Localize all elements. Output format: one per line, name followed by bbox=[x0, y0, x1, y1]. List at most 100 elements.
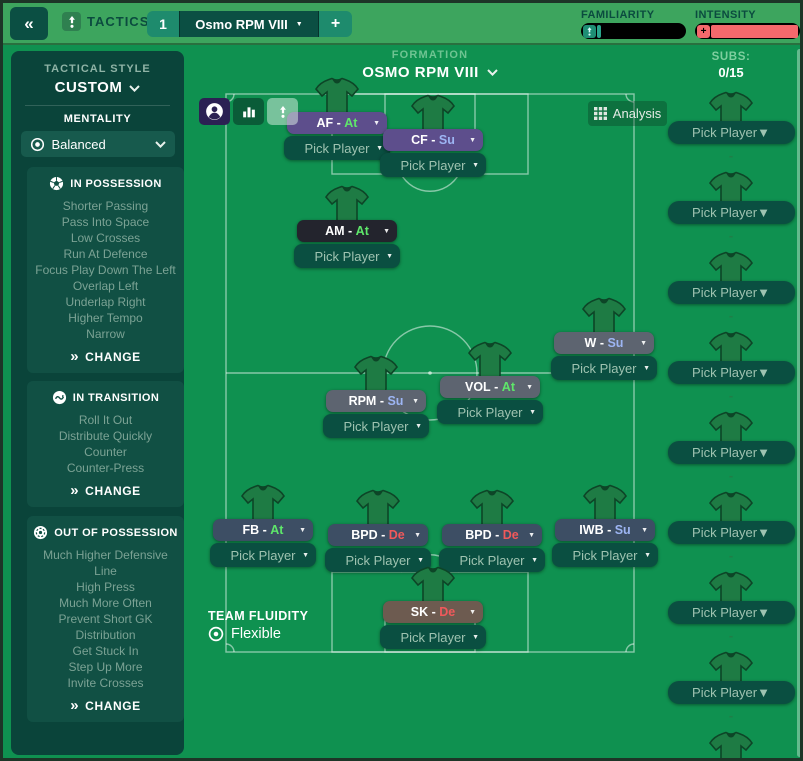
role-pill[interactable]: W - Su ▼ bbox=[554, 332, 654, 354]
role-pill[interactable]: VOL - At ▼ bbox=[440, 376, 540, 398]
section-title: OUT OF POSSESSION bbox=[54, 526, 178, 539]
chevron-down-icon: ▼ bbox=[757, 525, 770, 540]
role-duty: De bbox=[388, 528, 405, 542]
sub-slot: Pick Player ▼ - bbox=[666, 571, 796, 642]
role-duty: Su bbox=[607, 336, 624, 350]
back-button[interactable]: « bbox=[10, 7, 48, 40]
pick-player-dropdown[interactable]: Pick Player ▼ bbox=[325, 548, 431, 572]
tab-tactic-name[interactable]: Osmo RPM VIII ▼ bbox=[179, 11, 319, 37]
instruction-item: Run At Defence bbox=[63, 247, 148, 261]
analysis-button[interactable]: Analysis bbox=[588, 101, 667, 126]
pick-player-dropdown[interactable]: Pick Player ▼ bbox=[552, 543, 658, 567]
player-jersey bbox=[410, 94, 456, 134]
role-pill[interactable]: BPD - De ▼ bbox=[442, 524, 542, 546]
pick-player-dropdown[interactable]: Pick Player ▼ bbox=[667, 681, 795, 704]
instruction-item: Higher Tempo bbox=[68, 311, 143, 325]
formation-dropdown[interactable]: OSMO RPM VIII bbox=[225, 64, 635, 81]
change-button[interactable]: » CHANGE bbox=[70, 697, 141, 714]
football-icon bbox=[49, 176, 64, 191]
position-slot-cf-1[interactable]: CF - Su ▼ Pick Player ▼ bbox=[373, 94, 493, 177]
pick-player-dropdown[interactable]: Pick Player ▼ bbox=[323, 414, 429, 438]
add-tactic-button[interactable]: + bbox=[319, 11, 352, 37]
role-name: W bbox=[584, 336, 597, 350]
position-slot-vol-4[interactable]: VOL - At ▼ Pick Player ▼ bbox=[430, 341, 550, 424]
position-slot-af-0[interactable]: AF - At ▼ Pick Player ▼ bbox=[277, 77, 397, 160]
role-duty: At bbox=[344, 116, 358, 130]
pick-player-dropdown[interactable]: Pick Player ▼ bbox=[294, 244, 400, 268]
chevron-down-icon: ▼ bbox=[643, 364, 650, 372]
role-pill[interactable]: RPM - Su ▼ bbox=[326, 390, 426, 412]
player-jersey bbox=[314, 77, 360, 117]
position-slot-bpd-8[interactable]: BPD - De ▼ Pick Player ▼ bbox=[432, 489, 552, 572]
position-slot-iwb-9[interactable]: IWB - Su ▼ Pick Player ▼ bbox=[545, 484, 665, 567]
pick-player-dropdown[interactable]: Pick Player ▼ bbox=[667, 521, 795, 544]
player-jersey bbox=[708, 411, 754, 451]
pick-player-dropdown[interactable]: Pick Player ▼ bbox=[437, 400, 543, 424]
role-pill[interactable]: AF - At ▼ bbox=[287, 112, 387, 134]
player-jersey bbox=[708, 651, 754, 691]
role-name: FB bbox=[242, 523, 260, 537]
change-button[interactable]: » CHANGE bbox=[70, 482, 141, 499]
sub-slot: Pick Player ▼ - bbox=[666, 411, 796, 482]
role-pill[interactable]: FB - At ▼ bbox=[213, 519, 313, 541]
section-items: Shorter Passing Pass Into Space Low Crosse… bbox=[31, 198, 180, 342]
pick-player-dropdown[interactable]: Pick Player ▼ bbox=[210, 543, 316, 567]
position-slot-bpd-7[interactable]: BPD - De ▼ Pick Player ▼ bbox=[318, 489, 438, 572]
section-items: Much Higher Defensive Line High Press Much… bbox=[31, 547, 180, 691]
role-pill[interactable]: SK - De ▼ bbox=[383, 601, 483, 623]
chevron-down-icon bbox=[129, 79, 141, 96]
pick-player-dropdown[interactable]: Pick Player ▼ bbox=[551, 356, 657, 380]
pick-player-dropdown[interactable]: Pick Player ▼ bbox=[439, 548, 545, 572]
tab-tactic-number[interactable]: 1 bbox=[147, 11, 179, 37]
player-jersey bbox=[353, 355, 399, 395]
chevron-down-icon: ▼ bbox=[472, 161, 479, 169]
change-button[interactable]: » CHANGE bbox=[70, 348, 141, 365]
pick-player-dropdown[interactable]: Pick Player ▼ bbox=[667, 361, 795, 384]
mentality-icon bbox=[30, 137, 45, 152]
familiarity-meter: FAMILIARITY bbox=[581, 9, 686, 39]
chevron-down-icon: ▼ bbox=[302, 551, 309, 559]
role-pill[interactable]: IWB - Su ▼ bbox=[555, 519, 655, 541]
chevron-down-icon: ▼ bbox=[472, 633, 479, 641]
position-slot-fb-6[interactable]: FB - At ▼ Pick Player ▼ bbox=[203, 484, 323, 567]
pick-player-dropdown[interactable]: Pick Player ▼ bbox=[284, 136, 390, 160]
section-title: IN POSSESSION bbox=[70, 177, 162, 190]
pick-player-dropdown[interactable]: Pick Player ▼ bbox=[667, 201, 795, 224]
pick-player-dropdown[interactable]: Pick Player ▼ bbox=[667, 601, 795, 624]
player-jersey bbox=[355, 489, 401, 529]
mentality-dropdown[interactable]: Balanced bbox=[20, 131, 175, 157]
chevron-down-icon: ▼ bbox=[376, 144, 383, 152]
chevron-down-icon: ▼ bbox=[641, 526, 648, 534]
role-duty: De bbox=[439, 605, 456, 619]
instruction-item: Distribute Quickly bbox=[58, 429, 153, 443]
positions-view-button[interactable] bbox=[199, 98, 230, 125]
player-jersey bbox=[708, 331, 754, 371]
role-pill[interactable]: AM - At ▼ bbox=[297, 220, 397, 242]
pick-player-dropdown[interactable]: Pick Player ▼ bbox=[667, 121, 795, 144]
tactical-style-dropdown[interactable]: CUSTOM bbox=[11, 79, 184, 96]
section-items: Roll It Out Distribute Quickly Counter Coun… bbox=[31, 412, 180, 476]
role-pill[interactable]: BPD - De ▼ bbox=[328, 524, 428, 546]
position-slot-rpm-5[interactable]: RPM - Su ▼ Pick Player ▼ bbox=[316, 355, 436, 438]
pick-player-dropdown[interactable]: Pick Player ▼ bbox=[667, 281, 795, 304]
familiarity-label: FAMILIARITY bbox=[581, 9, 655, 21]
position-slot-w-3[interactable]: W - Su ▼ Pick Player ▼ bbox=[544, 297, 664, 380]
pick-player-dropdown[interactable]: Pick Player ▼ bbox=[380, 153, 486, 177]
role-name: CF bbox=[411, 133, 428, 147]
subs-scrollbar[interactable] bbox=[797, 49, 800, 757]
role-duty: At bbox=[501, 380, 515, 394]
stats-view-button[interactable] bbox=[233, 98, 264, 125]
subs-count: 0/15 bbox=[718, 65, 744, 80]
sub-empty-value: - bbox=[728, 468, 734, 483]
sub-empty-value: - bbox=[728, 628, 734, 643]
familiarity-view-button[interactable] bbox=[267, 98, 298, 125]
grid-icon bbox=[593, 107, 607, 120]
position-slot-sk-10[interactable]: SK - De ▼ Pick Player ▼ bbox=[373, 566, 493, 649]
chevron-down-icon bbox=[487, 69, 498, 76]
position-slot-am-2[interactable]: AM - At ▼ Pick Player ▼ bbox=[287, 185, 407, 268]
player-jersey bbox=[324, 185, 370, 225]
pick-player-dropdown[interactable]: Pick Player ▼ bbox=[380, 625, 486, 649]
role-pill[interactable]: CF - Su ▼ bbox=[383, 129, 483, 151]
pick-player-dropdown[interactable]: Pick Player ▼ bbox=[667, 441, 795, 464]
